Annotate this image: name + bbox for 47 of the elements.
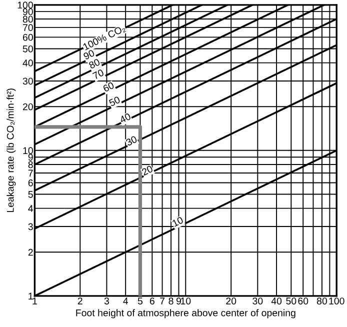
x-tick-label: 3 [104, 298, 109, 304]
annotation: 50 [108, 96, 121, 107]
annotation: 60 [102, 82, 115, 92]
y-tick-label: 30 [22, 78, 33, 85]
y-tick-label: 1 [28, 292, 33, 300]
y-tick-label: 2 [28, 248, 33, 256]
x-tick-label: 5 [138, 298, 142, 304]
annotation: 70 [92, 68, 104, 80]
y-tick-label: 60 [22, 34, 33, 41]
x-tick-label: 30 [252, 298, 263, 304]
y-tick-label: 5 [28, 191, 33, 198]
y-tick-label: 10 [23, 147, 33, 154]
annotation: 100% CO₂ [82, 24, 126, 51]
x-tick-label: 4 [123, 298, 128, 304]
x-tick-label: 6 [150, 298, 154, 304]
y-tick-label: 90 [22, 8, 33, 16]
x-tick-label: 10 [180, 298, 191, 304]
annotation: 30 [125, 136, 138, 146]
annotation: 80 [88, 58, 100, 69]
y-tick-label: 20 [22, 103, 33, 110]
x-tick-label: 9 [176, 298, 181, 304]
x-tick-label: 20 [226, 298, 236, 304]
y-tick-label: 4 [28, 205, 34, 212]
y-tick-label: 7 [28, 170, 33, 176]
y-tick-label: 100 [18, 2, 33, 9]
y-tick-label: 50 [22, 45, 33, 52]
y-tick-label: 70 [22, 24, 33, 32]
annotation: 90 [82, 49, 95, 60]
x-tick-label: 100 [329, 298, 344, 304]
x-tick-label: 50 [286, 298, 296, 304]
x-tick-label: 80 [316, 298, 327, 304]
x-tick-label: 7 [160, 298, 164, 304]
annotation: 20 [141, 165, 154, 176]
annotation: 10 [172, 216, 184, 227]
y-tick-label: 9 [28, 154, 33, 161]
y-tick-label: 8 [28, 161, 33, 168]
annotation: 40 [119, 112, 132, 124]
x-tick-label: 40 [271, 298, 282, 304]
x-tick-label: 2 [78, 298, 82, 304]
y-axis-title: Leakage rate (lb CO₂/min·ft²) [6, 88, 16, 212]
y-tick-label: 6 [28, 179, 33, 186]
x-tick-label: 60 [298, 298, 308, 304]
x-tick-label: 8 [168, 298, 174, 304]
x-axis-title: Foot height of atmosphere above center of opening [76, 309, 296, 318]
y-tick-label: 80 [22, 16, 33, 23]
y-tick-label: 40 [22, 60, 33, 66]
y-tick-label: 3 [28, 223, 33, 230]
